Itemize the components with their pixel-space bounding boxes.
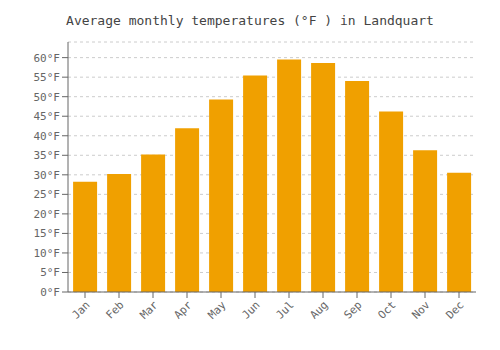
svg-text:Aug: Aug xyxy=(307,298,330,321)
svg-text:20°F: 20°F xyxy=(34,208,61,221)
svg-text:Dec: Dec xyxy=(443,298,466,321)
svg-text:5°F: 5°F xyxy=(40,266,60,279)
svg-text:10°F: 10°F xyxy=(34,247,61,260)
html-text:Average monthly temperatures (: Average monthly temperatures (°F ) in La… xyxy=(66,13,434,28)
svg-text:60°F: 60°F xyxy=(34,52,61,65)
svg-text:Sep: Sep xyxy=(341,298,364,321)
svg-text:25°F: 25°F xyxy=(34,188,61,201)
svg-text:30°F: 30°F xyxy=(34,169,61,182)
svg-text:Jul: Jul xyxy=(273,298,296,321)
svg-text:Apr: Apr xyxy=(171,298,195,322)
svg-text:35°F: 35°F xyxy=(34,149,61,162)
svg-text:Jun: Jun xyxy=(239,298,262,321)
svg-text:15°F: 15°F xyxy=(34,227,61,240)
svg-text:May: May xyxy=(205,298,229,322)
svg-text:Jan: Jan xyxy=(69,298,92,321)
svg-text:50°F: 50°F xyxy=(34,91,61,104)
svg-text:0°F: 0°F xyxy=(40,286,60,299)
svg-text:55°F: 55°F xyxy=(34,71,61,84)
svg-text:Oct: Oct xyxy=(375,298,398,321)
svg-text:40°F: 40°F xyxy=(34,130,61,143)
svg-text:Feb: Feb xyxy=(103,298,126,321)
svg-text:Nov: Nov xyxy=(409,298,433,322)
svg-text:45°F: 45°F xyxy=(34,110,61,123)
svg-text:Mar: Mar xyxy=(137,298,161,322)
